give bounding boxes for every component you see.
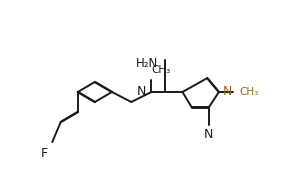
Text: N: N [204,128,213,141]
Text: CH₃: CH₃ [151,65,171,75]
Text: N: N [223,85,232,98]
Text: F: F [41,147,48,160]
Text: CH₃: CH₃ [239,87,258,97]
Text: H₂N: H₂N [136,57,158,70]
Text: N: N [137,85,146,98]
